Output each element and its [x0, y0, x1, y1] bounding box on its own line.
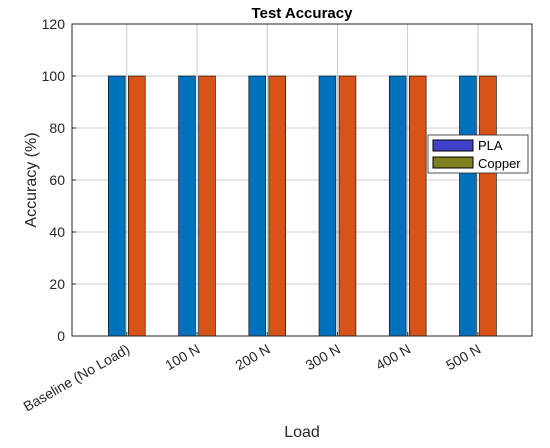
y-tick-label: 80 — [49, 120, 65, 136]
bar-pla — [178, 75, 196, 337]
bar-pla — [318, 75, 337, 337]
x-tick-label: Baseline (No Load) — [20, 341, 132, 415]
y-tick-label: 40 — [49, 224, 65, 240]
x-axis-label: Load — [284, 424, 320, 441]
y-tick-label: 60 — [49, 172, 65, 188]
y-axis-label: Accuracy (%) — [23, 132, 40, 227]
bar-copper — [128, 75, 146, 337]
x-tick-label: 200 N — [232, 341, 272, 374]
x-tick-label: 500 N — [443, 341, 483, 374]
legend-label-copper: Copper — [478, 156, 521, 171]
x-tick-label: 300 N — [303, 341, 343, 374]
y-tick-label: 20 — [49, 276, 65, 292]
bar-pla — [388, 75, 407, 337]
legend: PLA Copper — [427, 134, 529, 174]
legend-swatch-pla — [432, 139, 474, 152]
y-tick-label: 0 — [57, 328, 65, 344]
y-tick-label: 120 — [42, 16, 66, 32]
bar-copper — [408, 75, 427, 337]
x-tick-label: 100 N — [162, 341, 202, 374]
legend-label-pla: PLA — [478, 138, 503, 153]
y-tick-labels: 0 20 40 60 80 100 120 — [42, 16, 66, 344]
bar-copper — [338, 75, 357, 337]
x-tick-label: 400 N — [373, 341, 413, 374]
x-tick-labels: Baseline (No Load) 100 N 200 N 300 N 400 N 50… — [20, 341, 483, 415]
bar-pla — [248, 75, 266, 337]
bar-pla — [459, 75, 477, 337]
grid-lines — [72, 24, 532, 336]
legend-swatch-copper — [432, 156, 474, 169]
chart-title: Test Accuracy — [252, 5, 354, 22]
bar-pla — [108, 75, 126, 337]
bar-copper — [479, 75, 497, 337]
axis-ticks — [72, 23, 479, 337]
bar-copper — [198, 75, 216, 337]
bar-copper — [268, 75, 286, 337]
y-tick-label: 100 — [42, 68, 66, 84]
